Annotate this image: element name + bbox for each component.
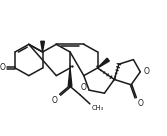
Text: O: O	[52, 96, 58, 105]
Polygon shape	[68, 68, 72, 86]
Polygon shape	[41, 41, 44, 52]
Text: CH₃: CH₃	[91, 105, 104, 111]
Polygon shape	[98, 58, 109, 68]
Text: O: O	[81, 83, 87, 92]
Text: O: O	[0, 64, 5, 72]
Text: O: O	[138, 99, 144, 108]
Text: O: O	[143, 67, 149, 76]
